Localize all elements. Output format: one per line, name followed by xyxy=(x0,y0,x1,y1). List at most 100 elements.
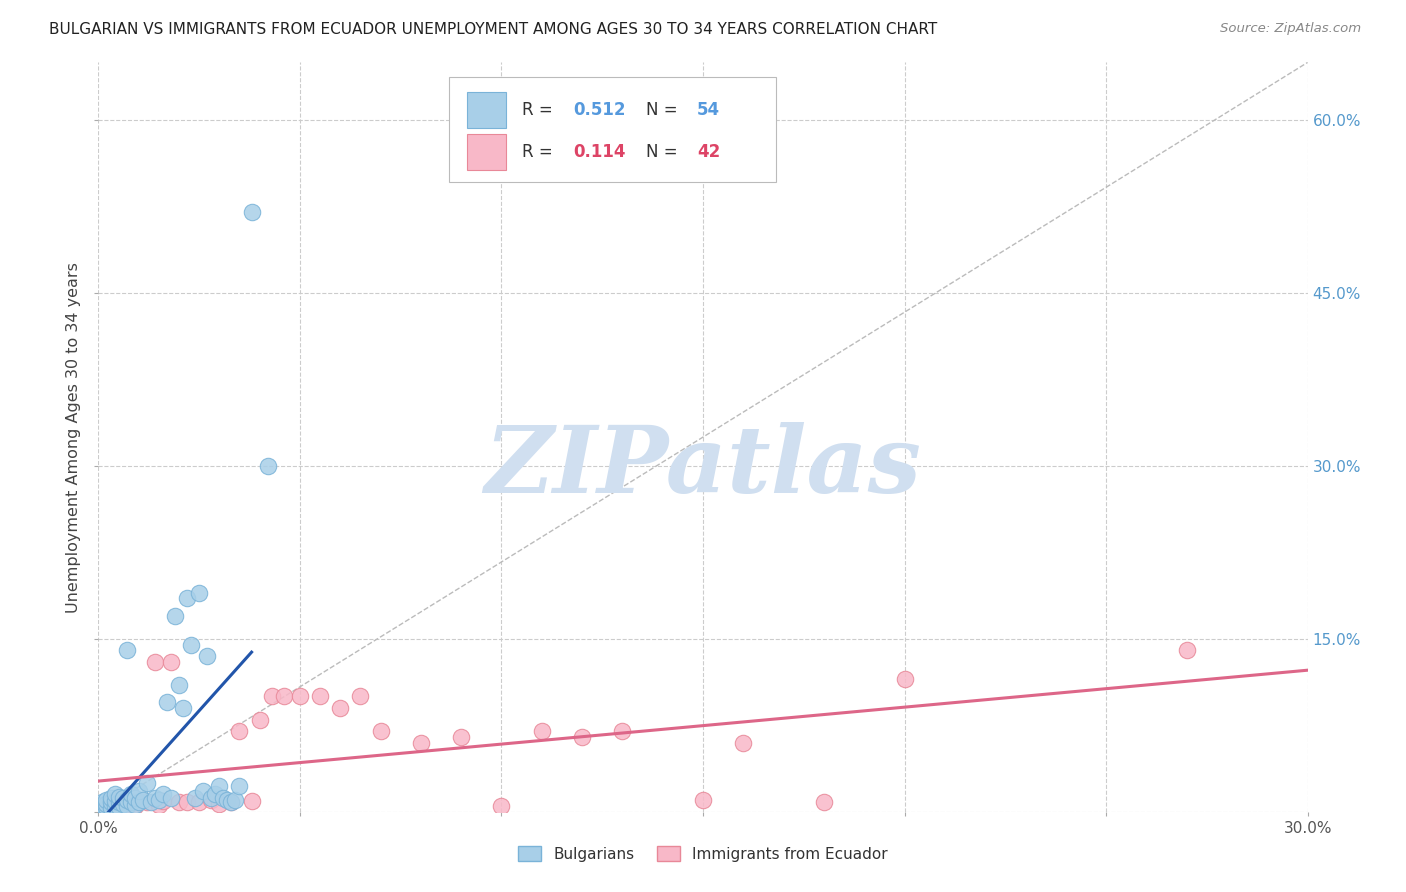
Point xyxy=(91,797,114,812)
Point xyxy=(240,205,263,219)
Point xyxy=(172,701,194,715)
Point xyxy=(176,591,198,606)
Point xyxy=(167,796,190,810)
Point xyxy=(132,793,155,807)
Point xyxy=(120,796,142,810)
Point xyxy=(128,796,150,810)
Point xyxy=(409,735,432,749)
Point xyxy=(612,724,634,739)
Point xyxy=(163,608,186,623)
Point xyxy=(91,796,114,810)
Point xyxy=(115,793,138,807)
Point xyxy=(115,799,138,814)
FancyBboxPatch shape xyxy=(467,135,506,170)
Point xyxy=(96,800,118,814)
Point xyxy=(184,790,207,805)
Text: R =: R = xyxy=(522,101,558,119)
Y-axis label: Unemployment Among Ages 30 to 34 years: Unemployment Among Ages 30 to 34 years xyxy=(66,261,82,613)
Point xyxy=(221,796,243,810)
Point xyxy=(107,796,129,810)
Point xyxy=(87,799,110,814)
Point xyxy=(111,790,134,805)
Point xyxy=(160,655,183,669)
Point xyxy=(692,793,714,807)
Text: N =: N = xyxy=(647,101,683,119)
Point xyxy=(204,788,226,802)
Point xyxy=(107,800,129,814)
Point xyxy=(143,790,166,805)
Point xyxy=(124,799,146,814)
Point xyxy=(100,797,122,812)
Point xyxy=(107,789,129,804)
Text: 0.512: 0.512 xyxy=(574,101,626,119)
Text: R =: R = xyxy=(522,144,558,161)
Point xyxy=(249,713,271,727)
Point xyxy=(103,794,125,808)
Point xyxy=(148,797,170,812)
Point xyxy=(224,793,246,807)
Legend: Bulgarians, Immigrants from Ecuador: Bulgarians, Immigrants from Ecuador xyxy=(512,839,894,868)
Point xyxy=(124,797,146,812)
Point xyxy=(103,796,125,810)
FancyBboxPatch shape xyxy=(467,92,506,128)
FancyBboxPatch shape xyxy=(449,78,776,182)
Point xyxy=(96,797,118,811)
Point xyxy=(733,735,755,749)
Point xyxy=(100,790,122,805)
Point xyxy=(111,797,134,811)
Point xyxy=(208,780,231,794)
Point xyxy=(370,724,392,739)
Point xyxy=(188,585,211,599)
Text: 54: 54 xyxy=(697,101,720,119)
Point xyxy=(221,796,243,810)
Point xyxy=(124,790,146,805)
Point xyxy=(167,678,190,692)
Point xyxy=(200,790,222,805)
Point xyxy=(273,690,295,704)
Text: 0.114: 0.114 xyxy=(574,144,626,161)
Point xyxy=(100,796,122,810)
Point xyxy=(139,796,162,810)
Point xyxy=(107,799,129,814)
Point xyxy=(91,801,114,815)
Point xyxy=(91,799,114,814)
Point xyxy=(120,794,142,808)
Point xyxy=(260,690,283,704)
Point xyxy=(228,780,250,794)
Point xyxy=(148,793,170,807)
Point xyxy=(135,796,157,810)
Point xyxy=(200,793,222,807)
Text: Source: ZipAtlas.com: Source: ZipAtlas.com xyxy=(1220,22,1361,36)
Point xyxy=(893,672,915,686)
Point xyxy=(530,724,553,739)
Point xyxy=(309,690,332,704)
Point xyxy=(188,796,211,810)
Point xyxy=(96,800,118,814)
Point xyxy=(813,796,835,810)
Point xyxy=(256,458,278,473)
Point xyxy=(115,643,138,657)
Point xyxy=(288,690,311,704)
Point xyxy=(195,649,218,664)
Point xyxy=(143,655,166,669)
Point xyxy=(103,799,125,814)
Point xyxy=(1175,643,1198,657)
Point xyxy=(180,638,202,652)
Point xyxy=(115,800,138,814)
Point xyxy=(193,784,215,798)
Point xyxy=(111,797,134,811)
Point xyxy=(228,724,250,739)
Point xyxy=(240,794,263,808)
Point xyxy=(152,794,174,808)
Point xyxy=(135,776,157,790)
Text: ZIPatlas: ZIPatlas xyxy=(485,422,921,512)
Text: BULGARIAN VS IMMIGRANTS FROM ECUADOR UNEMPLOYMENT AMONG AGES 30 TO 34 YEARS CORR: BULGARIAN VS IMMIGRANTS FROM ECUADOR UNE… xyxy=(49,22,938,37)
Text: 42: 42 xyxy=(697,144,720,161)
Point xyxy=(160,790,183,805)
Point xyxy=(120,788,142,802)
Point xyxy=(128,784,150,798)
Point xyxy=(96,793,118,807)
Text: N =: N = xyxy=(647,144,683,161)
Point xyxy=(152,788,174,802)
Point xyxy=(128,796,150,810)
